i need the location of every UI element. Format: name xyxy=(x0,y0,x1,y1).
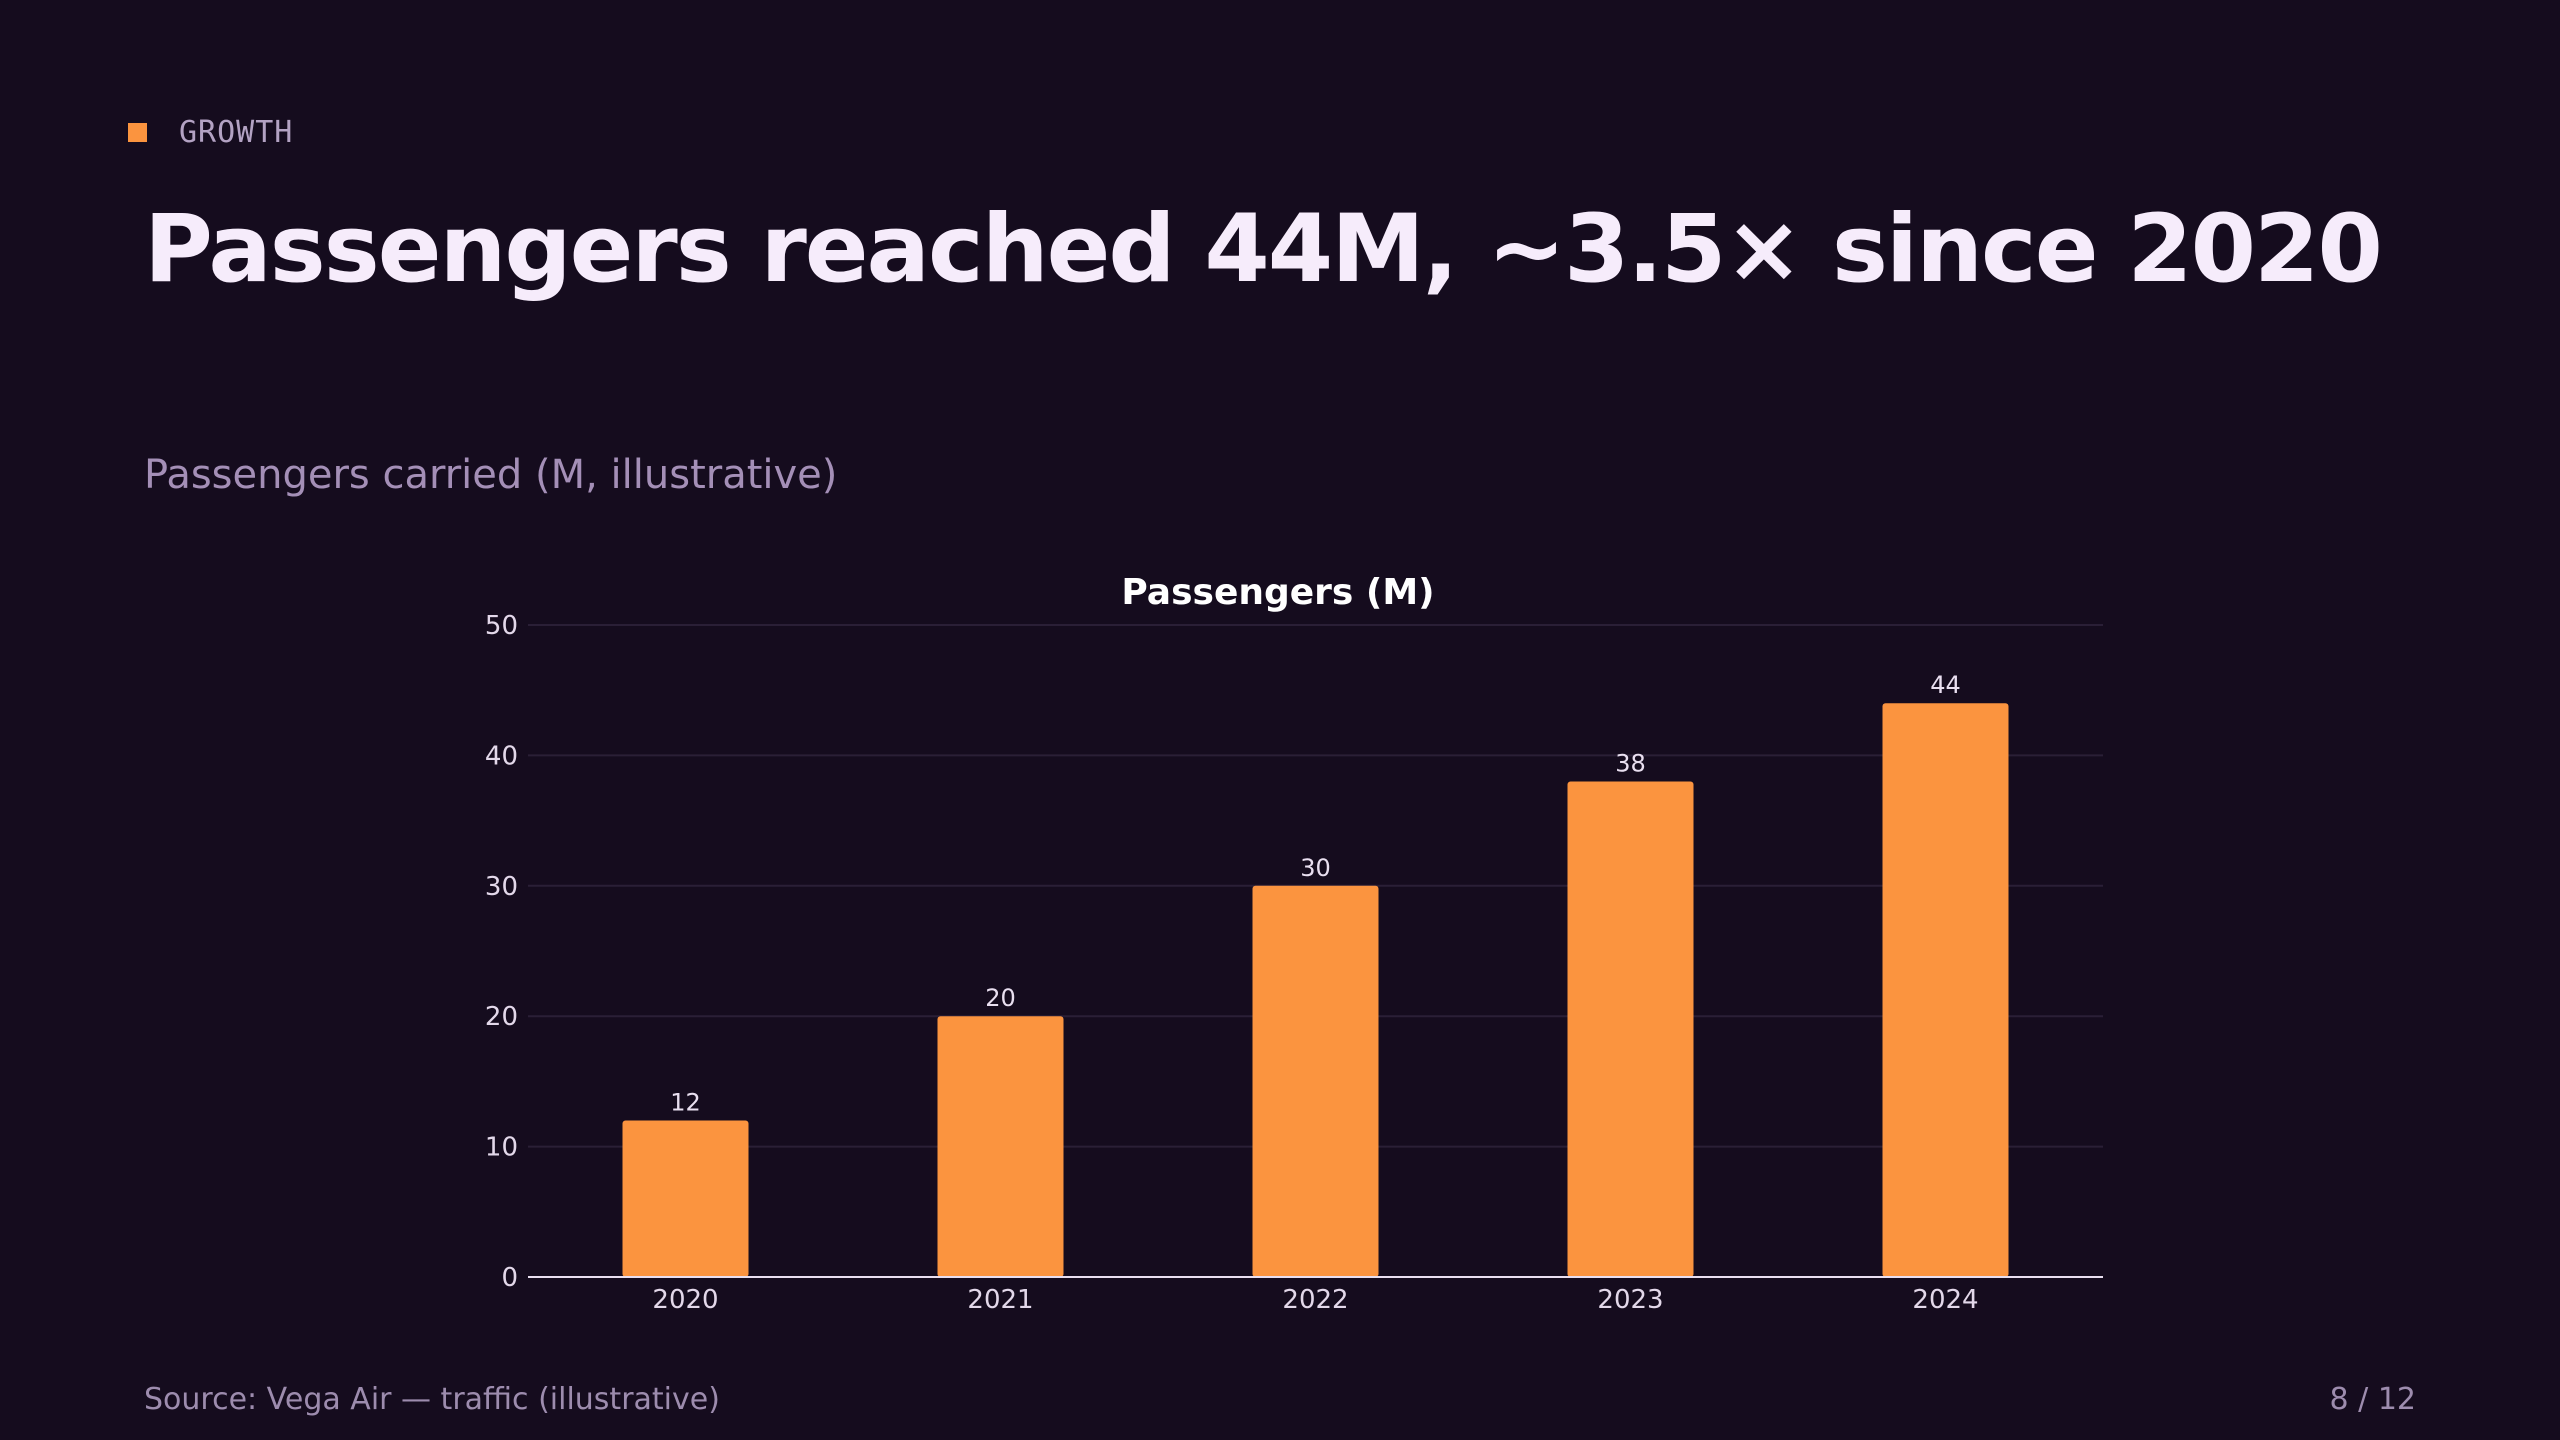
slide-headline: Passengers reached 44M, ~3.5× since 2020 xyxy=(144,195,2383,304)
chart-subtitle: Passengers carried (M, illustrative) xyxy=(144,452,838,498)
y-tick-label: 30 xyxy=(485,872,518,902)
x-tick-label: 2024 xyxy=(1912,1285,1978,1315)
y-tick-label: 0 xyxy=(501,1263,518,1293)
bar-2021 xyxy=(937,1016,1064,1277)
y-tick-label: 20 xyxy=(485,1002,518,1032)
y-tick-label: 10 xyxy=(485,1133,518,1163)
bar-value-label: 44 xyxy=(1930,671,1961,699)
bar-value-label: 12 xyxy=(670,1089,701,1117)
bar-value-label: 38 xyxy=(1615,749,1646,777)
bar-value-label: 20 xyxy=(985,984,1016,1012)
x-tick-label: 2021 xyxy=(967,1285,1033,1315)
page-number: 8 / 12 xyxy=(2329,1382,2416,1417)
section-kicker: GROWTH xyxy=(128,112,293,152)
bar-value-label: 30 xyxy=(1300,854,1331,882)
chart-title: Passengers (M) xyxy=(1121,572,1434,613)
bar-2022 xyxy=(1252,885,1379,1277)
chart-y-ticks: 0 10 20 30 40 50 xyxy=(485,611,518,1293)
y-tick-label: 40 xyxy=(485,741,518,771)
kicker-square-icon xyxy=(128,122,147,142)
chart-bars xyxy=(622,703,2009,1277)
bar-2023 xyxy=(1567,781,1694,1277)
x-tick-label: 2023 xyxy=(1597,1285,1663,1315)
source-note: Source: Vega Air — traffic (illustrative… xyxy=(144,1382,720,1417)
x-tick-label: 2022 xyxy=(1282,1285,1348,1315)
x-tick-label: 2020 xyxy=(652,1285,718,1315)
y-tick-label: 50 xyxy=(485,611,518,641)
kicker-label: GROWTH xyxy=(179,114,294,150)
chart-x-ticks: 2020 2021 2022 2023 2024 xyxy=(652,1285,1978,1315)
bar-2024 xyxy=(1882,703,2009,1277)
chart-value-labels: 12 20 30 38 44 xyxy=(670,671,1961,1116)
bar-2020 xyxy=(622,1120,749,1277)
